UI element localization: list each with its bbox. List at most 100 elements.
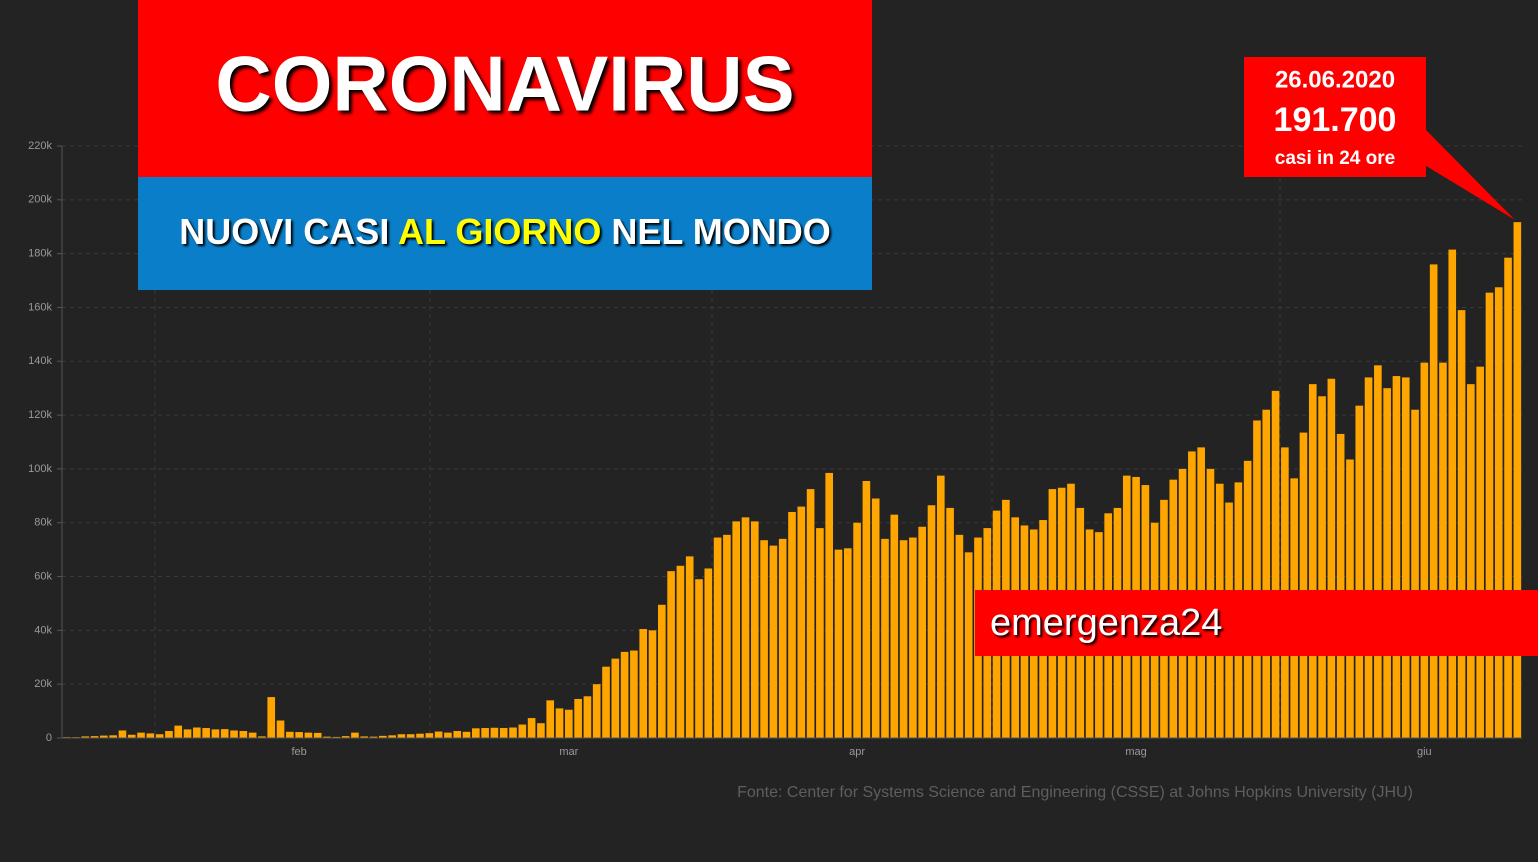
x-tick-label: feb <box>291 746 306 758</box>
bar <box>425 733 434 738</box>
bar <box>936 475 945 738</box>
bar <box>388 735 396 738</box>
bar <box>806 489 815 738</box>
bar <box>537 723 545 738</box>
x-tick-label: apr <box>849 746 865 758</box>
y-tick-label: 40k <box>34 624 52 636</box>
bar <box>434 731 443 738</box>
bar <box>648 630 657 738</box>
bar <box>909 537 917 738</box>
callout-note: casi in 24 ore <box>1275 148 1395 169</box>
bar <box>602 666 610 738</box>
bar <box>1476 366 1484 738</box>
bar <box>890 514 899 738</box>
bar <box>946 507 954 738</box>
bar <box>220 729 229 738</box>
subtitle-highlight: AL GIORNO <box>398 211 601 252</box>
bar <box>732 521 741 738</box>
bar <box>843 548 852 738</box>
y-tick-label: 180k <box>28 248 52 260</box>
bar <box>769 545 778 738</box>
y-tick-label: 20k <box>34 678 52 690</box>
bar <box>1355 405 1364 738</box>
bar <box>871 498 880 738</box>
bar <box>1299 432 1308 738</box>
bar <box>816 528 824 738</box>
bar <box>1336 433 1345 738</box>
bar <box>630 650 638 738</box>
bar <box>100 735 108 738</box>
bar <box>1271 390 1280 738</box>
bar <box>360 736 369 738</box>
bar <box>211 729 220 738</box>
bar <box>713 537 722 738</box>
bar <box>685 556 694 738</box>
bar <box>174 725 183 738</box>
bar <box>657 604 666 738</box>
bar <box>202 728 210 738</box>
bar <box>1494 287 1503 738</box>
bar <box>1401 377 1410 738</box>
bar <box>1448 249 1457 738</box>
bar <box>239 731 248 738</box>
bar <box>611 658 620 738</box>
bar <box>1439 362 1447 738</box>
bar <box>667 571 675 738</box>
bar <box>406 734 415 738</box>
bar <box>165 731 173 738</box>
bar <box>1364 377 1373 738</box>
subtitle-box <box>138 177 872 290</box>
y-tick-label: 120k <box>28 409 52 421</box>
bar <box>825 472 834 738</box>
bar <box>490 727 499 738</box>
bar <box>1411 409 1419 738</box>
bar <box>276 720 285 738</box>
bar <box>583 696 592 738</box>
bar <box>304 732 313 738</box>
bar <box>416 733 424 738</box>
bar <box>741 517 750 738</box>
callout-pointer <box>1400 130 1515 220</box>
bar <box>509 727 517 738</box>
bar <box>379 735 387 738</box>
bar <box>676 565 685 738</box>
bar <box>323 736 331 738</box>
x-tick-label: mar <box>559 746 578 758</box>
subtitle-part: NUOVI CASI <box>179 211 389 252</box>
bar <box>778 538 787 738</box>
bar <box>397 734 406 738</box>
bar <box>1513 222 1522 739</box>
bar <box>499 728 508 738</box>
bar <box>127 734 136 738</box>
bar <box>481 728 489 738</box>
bar <box>704 568 713 738</box>
bar <box>1420 362 1429 738</box>
bar <box>1485 292 1494 738</box>
chart-subtitle: NUOVI CASI AL GIORNO NEL MONDO <box>179 211 830 252</box>
bar <box>444 732 452 738</box>
bar <box>155 734 164 738</box>
callout-date: 26.06.2020 <box>1275 66 1395 93</box>
bar <box>332 736 341 738</box>
bar <box>881 538 889 738</box>
bar <box>853 522 861 738</box>
bar <box>472 728 480 738</box>
bar <box>267 697 276 738</box>
y-tick-label: 140k <box>28 355 52 367</box>
bar <box>574 698 582 738</box>
bar <box>146 733 155 738</box>
bar <box>723 534 731 738</box>
x-tick-label: giu <box>1417 746 1432 758</box>
bar <box>193 727 201 738</box>
callout-value: 191.700 <box>1274 101 1397 139</box>
bar <box>1327 378 1336 738</box>
bar <box>1457 310 1466 738</box>
bar <box>899 540 908 738</box>
chart-title: CORONAVIRUS <box>215 40 794 128</box>
y-tick-label: 160k <box>28 301 52 313</box>
bar <box>527 718 536 738</box>
bar <box>1392 376 1401 738</box>
y-tick-label: 100k <box>28 463 52 475</box>
bar <box>313 732 322 738</box>
